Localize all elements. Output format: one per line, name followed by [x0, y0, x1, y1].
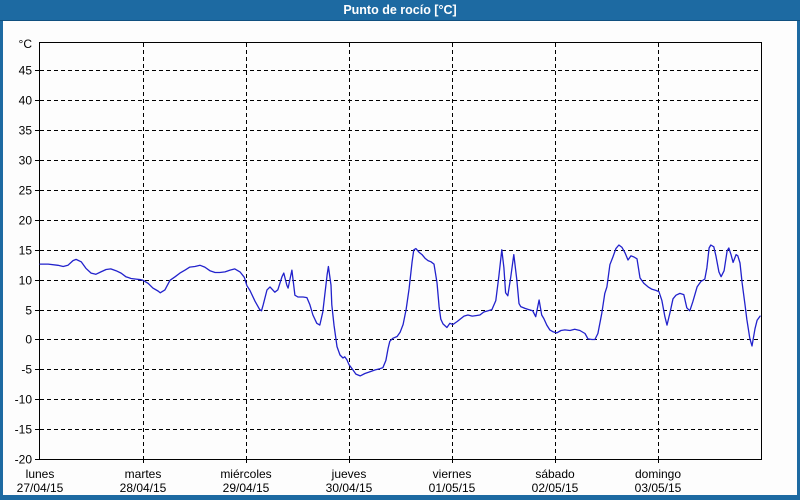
- y-tick-label: -15: [15, 423, 33, 437]
- series-line: [39, 244, 761, 377]
- day-date-label: 27/04/15: [17, 481, 64, 495]
- plot-border: [39, 42, 762, 460]
- page-title: Punto de rocío [°C]: [343, 3, 457, 17]
- day-name-label: lunes: [26, 467, 55, 481]
- y-tick-label: -5: [21, 363, 32, 377]
- y-tick-label: 5: [25, 304, 32, 318]
- y-tick-label: -20: [15, 453, 33, 467]
- y-tick-label: 10: [19, 274, 33, 288]
- day-name-label: viernes: [433, 467, 472, 481]
- day-date-label: 01/05/15: [429, 481, 476, 495]
- day-name-label: domingo: [635, 467, 681, 481]
- y-tick-label: 40: [19, 94, 33, 108]
- y-tick-label: 0: [25, 333, 32, 347]
- day-name-label: jueves: [331, 467, 367, 481]
- y-tick-label: 25: [19, 184, 33, 198]
- y-tick-label: -10: [15, 393, 33, 407]
- day-date-label: 03/05/15: [635, 481, 682, 495]
- day-date-label: 30/04/15: [326, 481, 373, 495]
- y-tick-label: 30: [19, 154, 33, 168]
- y-axis-unit-label: °C: [19, 37, 33, 51]
- y-tick-label: 20: [19, 214, 33, 228]
- day-name-label: martes: [125, 467, 162, 481]
- day-date-label: 28/04/15: [120, 481, 167, 495]
- day-date-label: 29/04/15: [223, 481, 270, 495]
- day-name-label: miércoles: [220, 467, 271, 481]
- y-tick-label: 45: [19, 64, 33, 78]
- day-date-label: 02/05/15: [532, 481, 579, 495]
- title-bar: Punto de rocío [°C]: [0, 0, 800, 21]
- y-tick-label: 15: [19, 244, 33, 258]
- day-name-label: sábado: [535, 467, 575, 481]
- y-tick-label: 35: [19, 124, 33, 138]
